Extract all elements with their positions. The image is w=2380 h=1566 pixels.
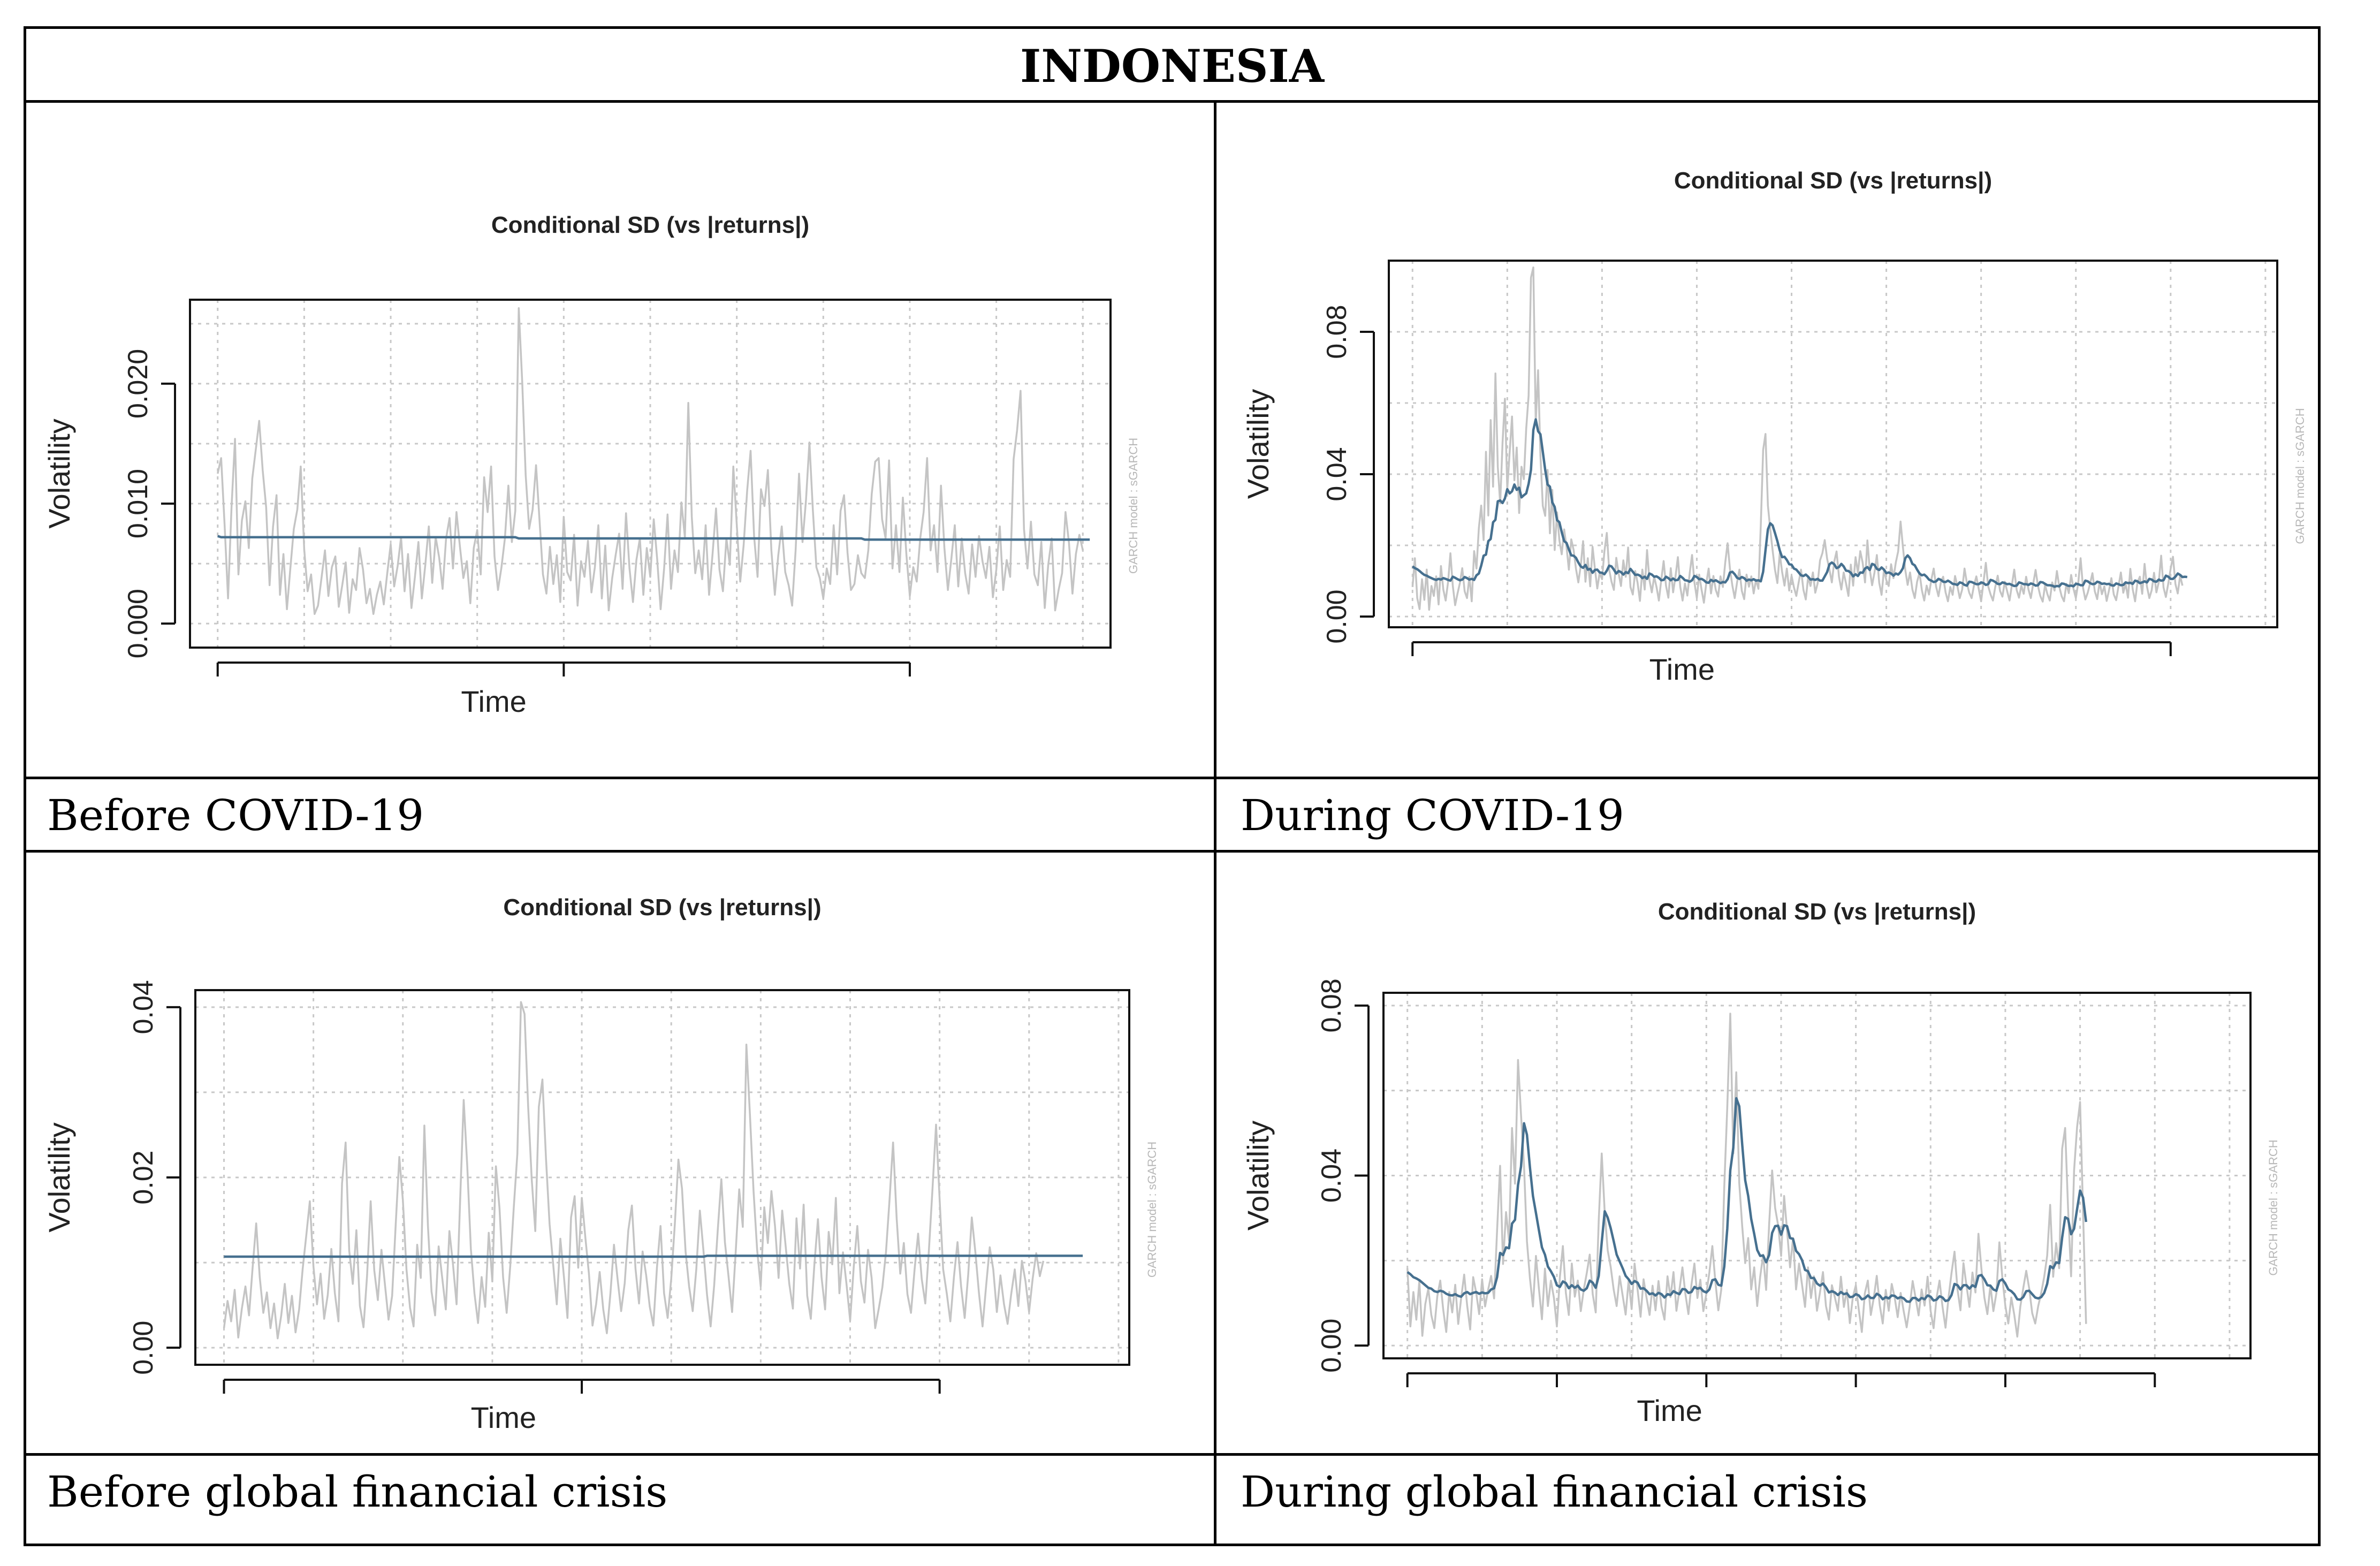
y-axis-label: Volatility xyxy=(1241,1121,1275,1230)
y-tick-label: 0.04 xyxy=(1321,447,1352,501)
row2-caption-divider xyxy=(24,1453,2321,1456)
y-tick-label: 0.00 xyxy=(128,1321,159,1375)
plot-box xyxy=(189,299,1112,649)
series-line-abs-returns xyxy=(1406,1013,2087,1338)
model-label: GARCH model : sGARCH xyxy=(1127,438,1140,574)
series-line-conditional-sd xyxy=(1406,1097,2088,1303)
y-tick-label: 0.010 xyxy=(123,469,154,538)
row-divider xyxy=(24,850,2321,853)
x-axis-label: Time xyxy=(471,1401,536,1434)
caption-during-gfc: During global financial crisis xyxy=(1241,1467,1868,1517)
y-tick-label: 0.02 xyxy=(128,1150,159,1204)
series-line-abs-returns xyxy=(1411,266,2184,611)
chart-title: Conditional SD (vs |returns|) xyxy=(1674,168,1992,194)
model-label: GARCH model : sGARCH xyxy=(1145,1142,1159,1278)
y-tick-label: 0.08 xyxy=(1321,305,1352,359)
y-axis-label: Volatility xyxy=(1241,389,1275,499)
series-line-conditional-sd xyxy=(217,535,1090,541)
x-axis-label: Time xyxy=(1637,1394,1702,1427)
row1-caption-divider xyxy=(24,777,2321,779)
y-tick-label: 0.00 xyxy=(1321,589,1352,643)
y-tick-label: 0.04 xyxy=(1316,1149,1347,1203)
column-divider xyxy=(1214,100,1216,1546)
heading-divider xyxy=(24,100,2321,103)
y-tick-label: 0.020 xyxy=(123,349,154,419)
caption-during-covid: During COVID-19 xyxy=(1241,790,1624,840)
x-axis-label: Time xyxy=(1649,652,1715,686)
y-tick-label: 0.000 xyxy=(123,589,154,658)
chart-title: Conditional SD (vs |returns|) xyxy=(491,212,809,239)
table-frame xyxy=(24,26,2321,1546)
chart-title: Conditional SD (vs |returns|) xyxy=(503,894,821,921)
y-axis-label: Volatility xyxy=(42,419,76,528)
plot-box xyxy=(1388,260,2278,628)
series-line-abs-returns xyxy=(216,307,1084,615)
series-line-conditional-sd xyxy=(224,1255,1083,1258)
plot-box xyxy=(194,989,1130,1366)
caption-before-gfc: Before global financial crisis xyxy=(47,1467,668,1517)
table-heading: INDONESIA xyxy=(1020,39,1325,93)
y-axis-label: Volatility xyxy=(42,1122,76,1232)
x-axis-label: Time xyxy=(461,685,526,718)
y-tick-label: 0.04 xyxy=(128,980,159,1034)
y-tick-label: 0.08 xyxy=(1316,978,1347,1032)
series-line-conditional-sd xyxy=(1411,418,2188,588)
y-tick-label: 0.00 xyxy=(1316,1319,1347,1373)
model-label: GARCH model : sGARCH xyxy=(2267,1139,2280,1275)
plot-box xyxy=(1382,992,2252,1359)
series-line-abs-returns xyxy=(223,1001,1045,1340)
chart-title: Conditional SD (vs |returns|) xyxy=(1658,899,1976,925)
model-label: GARCH model : sGARCH xyxy=(2293,408,2307,544)
caption-before-covid: Before COVID-19 xyxy=(47,790,424,840)
